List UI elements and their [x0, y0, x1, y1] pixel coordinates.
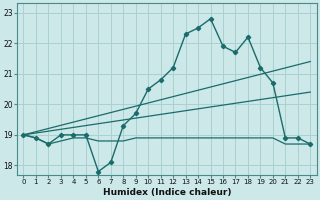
- X-axis label: Humidex (Indice chaleur): Humidex (Indice chaleur): [103, 188, 231, 197]
